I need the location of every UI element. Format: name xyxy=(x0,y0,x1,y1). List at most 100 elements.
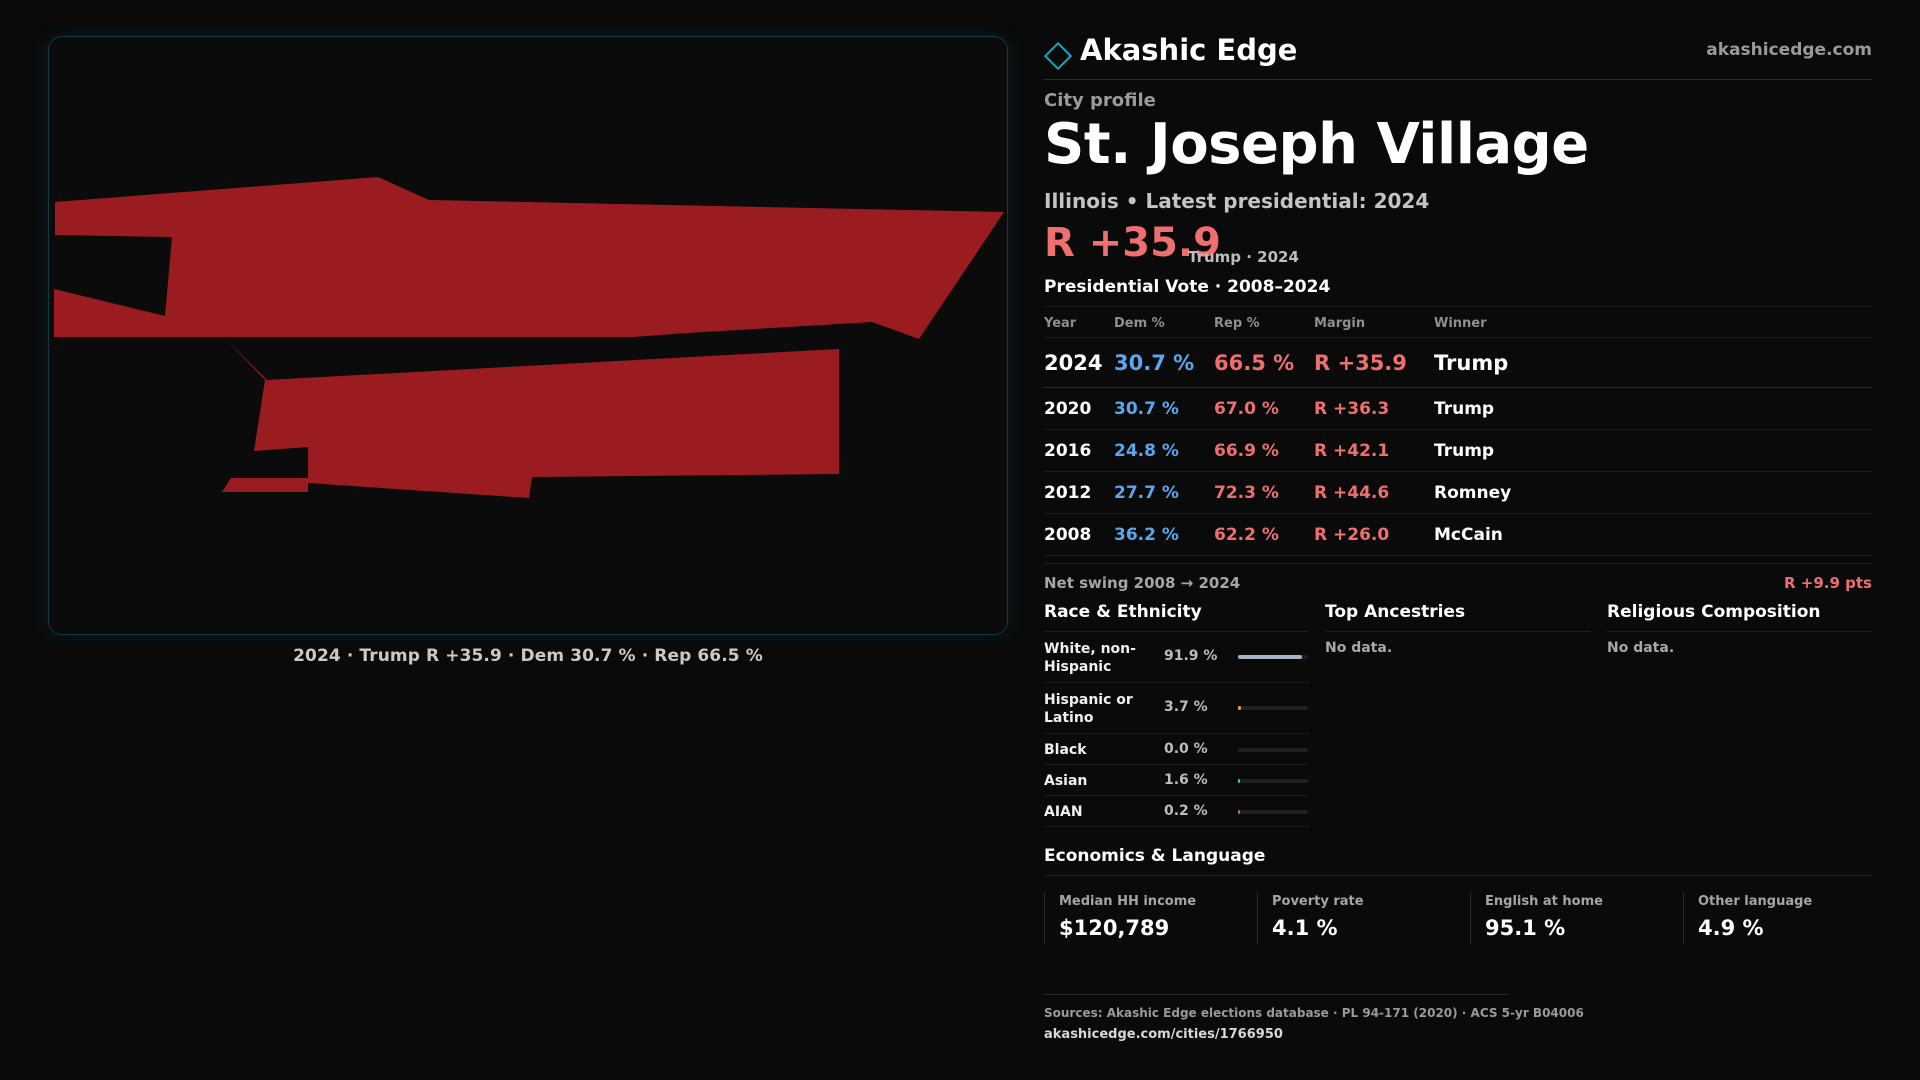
net-swing-value: R +9.9 pts xyxy=(1784,574,1872,592)
economics-section-title: Economics & Language xyxy=(1044,846,1266,866)
race-bar-track xyxy=(1238,748,1308,752)
race-pct: 0.0 % xyxy=(1164,741,1208,757)
ancestries-section: Top Ancestries No data. xyxy=(1325,600,1590,656)
race-label: White, non-Hispanic xyxy=(1044,641,1136,675)
race-pct: 1.6 % xyxy=(1164,772,1208,788)
row-year: 2016 xyxy=(1044,441,1092,461)
race-pct: 3.7 % xyxy=(1164,699,1208,715)
row-winner: Trump xyxy=(1434,441,1495,461)
econ-label: Poverty rate xyxy=(1272,894,1364,909)
ancestries-empty: No data. xyxy=(1325,640,1393,656)
row-dem-pct: 24.8 % xyxy=(1114,441,1179,461)
econ-value: $120,789 xyxy=(1059,916,1170,940)
row-margin: R +26.0 xyxy=(1314,525,1390,545)
race-section: Race & Ethnicity White, non-Hispanic 91.… xyxy=(1044,600,1309,827)
brand-header: Akashic Edge akashicedge.com xyxy=(1043,30,1872,80)
race-bar-fill xyxy=(1238,810,1240,814)
race-bar-track xyxy=(1238,706,1308,710)
table-row: 2008 36.2 % 62.2 % R +26.0 McCain xyxy=(1044,514,1872,556)
race-bar-fill xyxy=(1238,779,1240,783)
table-row: 2024 30.7 % 66.5 % R +35.9 Trump xyxy=(1044,338,1872,388)
divider xyxy=(1044,994,1508,995)
race-pct: 0.2 % xyxy=(1164,803,1208,819)
row-year: 2020 xyxy=(1044,399,1092,419)
row-winner: Trump xyxy=(1434,399,1495,419)
city-boundary-shape[interactable] xyxy=(54,177,1004,498)
religion-section-title: Religious Composition xyxy=(1607,600,1872,632)
row-dem-pct: 30.7 % xyxy=(1114,351,1195,375)
map-panel[interactable] xyxy=(48,36,1008,635)
col-header-rep: Rep % xyxy=(1214,316,1260,331)
row-year: 2012 xyxy=(1044,483,1092,503)
row-dem-pct: 36.2 % xyxy=(1114,525,1179,545)
race-section-title: Race & Ethnicity xyxy=(1044,600,1309,632)
profile-subtitle: Illinois • Latest presidential: 2024 xyxy=(1044,189,1430,213)
sources-text: Sources: Akashic Edge elections database… xyxy=(1044,1006,1584,1020)
row-winner: McCain xyxy=(1434,525,1503,545)
row-winner: Trump xyxy=(1434,351,1509,375)
row-rep-pct: 62.2 % xyxy=(1214,525,1279,545)
race-row: Asian 1.6 % xyxy=(1044,765,1309,796)
row-margin: R +36.3 xyxy=(1314,399,1390,419)
row-rep-pct: 67.0 % xyxy=(1214,399,1279,419)
econ-label: Other language xyxy=(1698,894,1813,909)
net-swing-row: Net swing 2008 → 2024 R +9.9 pts xyxy=(1044,563,1872,595)
headline-note: Trump · 2024 xyxy=(1188,248,1299,266)
race-bar-fill xyxy=(1238,706,1241,710)
net-swing-label: Net swing 2008 → 2024 xyxy=(1044,574,1241,592)
city-boundary-map xyxy=(54,177,1004,498)
row-year: 2008 xyxy=(1044,525,1092,545)
col-header-margin: Margin xyxy=(1314,316,1366,331)
race-pct: 91.9 % xyxy=(1164,648,1218,664)
race-label: AIAN xyxy=(1044,804,1083,820)
race-row: Black 0.0 % xyxy=(1044,734,1309,765)
page-title: St. Joseph Village xyxy=(1044,112,1589,177)
econ-label: Median HH income xyxy=(1059,894,1197,909)
econ-label: English at home xyxy=(1485,894,1603,909)
col-header-winner: Winner xyxy=(1434,316,1487,331)
vote-table-header: Year Dem % Rep % Margin Winner xyxy=(1044,306,1872,338)
divider xyxy=(1044,875,1872,876)
source-url-link[interactable]: akashicedge.com/cities/1766950 xyxy=(1044,1027,1283,1042)
vote-section-title: Presidential Vote · 2008–2024 xyxy=(1044,277,1331,297)
ancestries-section-title: Top Ancestries xyxy=(1325,600,1590,632)
race-bar-track xyxy=(1238,655,1308,659)
econ-card-english: English at home 95.1 % xyxy=(1470,892,1682,944)
row-rep-pct: 66.9 % xyxy=(1214,441,1279,461)
race-label: Asian xyxy=(1044,773,1088,789)
race-row: White, non-Hispanic 91.9 % xyxy=(1044,632,1309,683)
brand-logo-icon xyxy=(1043,41,1073,71)
econ-value: 4.1 % xyxy=(1272,916,1338,940)
row-margin: R +35.9 xyxy=(1314,351,1407,375)
col-header-year: Year xyxy=(1044,316,1077,331)
brand-name[interactable]: Akashic Edge xyxy=(1080,33,1298,67)
race-label: Hispanic or Latino xyxy=(1044,692,1133,726)
row-rep-pct: 66.5 % xyxy=(1214,351,1295,375)
col-header-dem: Dem % xyxy=(1114,316,1165,331)
econ-card-poverty: Poverty rate 4.1 % xyxy=(1257,892,1469,944)
row-dem-pct: 30.7 % xyxy=(1114,399,1179,419)
profile-kicker: City profile xyxy=(1044,90,1156,111)
table-row: 2020 30.7 % 67.0 % R +36.3 Trump xyxy=(1044,388,1872,430)
table-row: 2016 24.8 % 66.9 % R +42.1 Trump xyxy=(1044,430,1872,472)
race-row: Hispanic or Latino 3.7 % xyxy=(1044,683,1309,734)
brand-url-link[interactable]: akashicedge.com xyxy=(1706,40,1872,60)
table-row: 2012 27.7 % 72.3 % R +44.6 Romney xyxy=(1044,472,1872,514)
map-caption: 2024 · Trump R +35.9 · Dem 30.7 % · Rep … xyxy=(293,646,763,666)
race-bar-track xyxy=(1238,810,1308,814)
row-year: 2024 xyxy=(1044,351,1103,375)
row-dem-pct: 27.7 % xyxy=(1114,483,1179,503)
religion-empty: No data. xyxy=(1607,640,1675,656)
row-winner: Romney xyxy=(1434,483,1512,503)
econ-value: 4.9 % xyxy=(1698,916,1764,940)
econ-card-income: Median HH income $120,789 xyxy=(1044,892,1256,944)
row-rep-pct: 72.3 % xyxy=(1214,483,1279,503)
econ-value: 95.1 % xyxy=(1485,916,1566,940)
vote-table: Year Dem % Rep % Margin Winner 2024 30.7… xyxy=(1044,306,1872,556)
econ-card-other-language: Other language 4.9 % xyxy=(1683,892,1895,944)
row-margin: R +42.1 xyxy=(1314,441,1390,461)
headline-margin: R +35.9 xyxy=(1044,220,1221,266)
row-margin: R +44.6 xyxy=(1314,483,1390,503)
race-bar-track xyxy=(1238,779,1308,783)
race-bar-fill xyxy=(1238,655,1302,659)
